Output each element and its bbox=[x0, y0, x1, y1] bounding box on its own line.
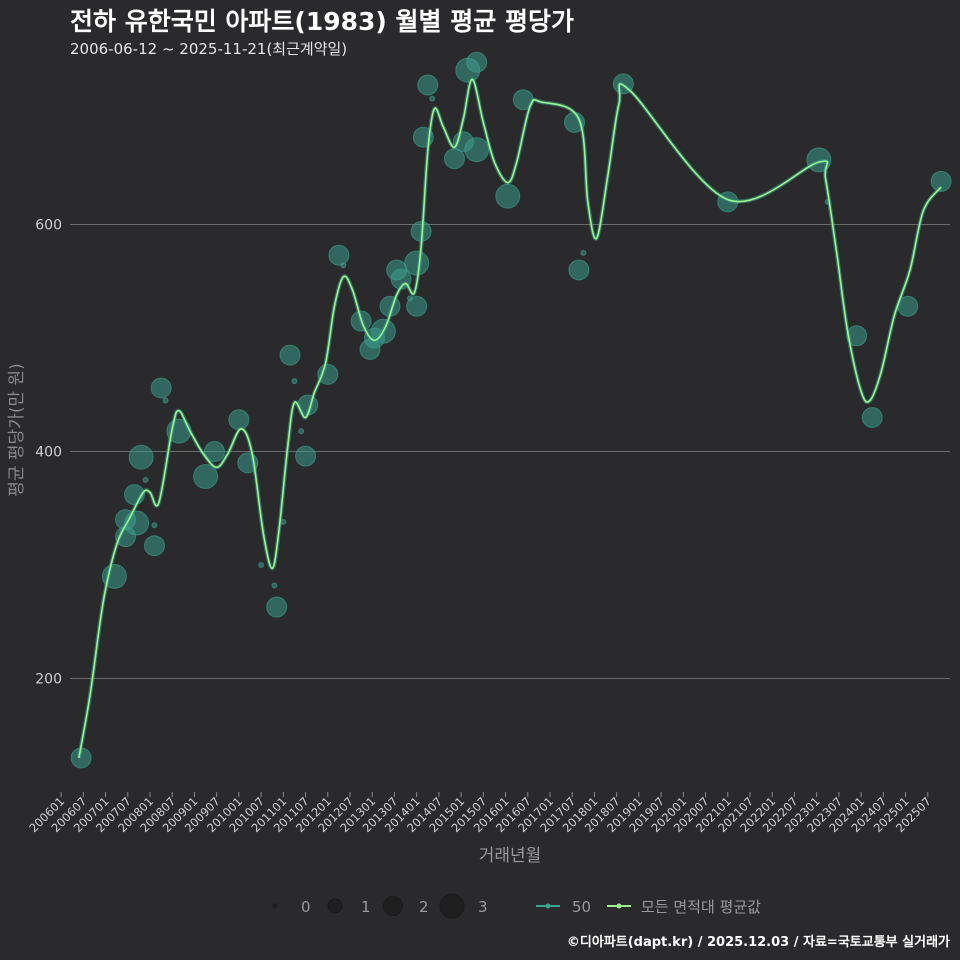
legend-point-swatch-dot bbox=[545, 903, 551, 909]
legend-size-swatch bbox=[272, 903, 278, 909]
data-point bbox=[203, 441, 225, 463]
data-point bbox=[143, 535, 165, 557]
legend-size-swatch bbox=[439, 893, 465, 919]
chart-subtitle: 2006-06-12 ~ 2025-11-21(최근계약일) bbox=[70, 40, 348, 58]
y-axis-ticks: 200 400 600 bbox=[35, 218, 62, 688]
data-point bbox=[279, 344, 301, 366]
legend-point-label: 50 bbox=[572, 898, 591, 916]
data-point bbox=[128, 444, 154, 470]
y-tick-label: 400 bbox=[35, 445, 62, 461]
data-points bbox=[70, 51, 952, 769]
data-point bbox=[406, 295, 428, 317]
x-axis-label: 거래년월 bbox=[479, 846, 542, 866]
data-point bbox=[580, 249, 587, 256]
y-tick-label: 600 bbox=[35, 218, 62, 234]
data-point bbox=[228, 409, 250, 431]
data-point bbox=[298, 428, 305, 435]
data-point bbox=[271, 582, 278, 589]
data-point bbox=[266, 596, 288, 618]
trend-line-group bbox=[76, 77, 943, 759]
legend-size-swatch bbox=[383, 896, 403, 916]
data-point bbox=[417, 74, 439, 96]
legend-size-label: 3 bbox=[478, 898, 488, 916]
data-point bbox=[142, 476, 149, 483]
data-point bbox=[258, 562, 265, 569]
data-point bbox=[930, 170, 952, 192]
chart-title: 전하 유한국민 아파트(1983) 월별 평균 평당가 bbox=[70, 7, 574, 36]
legend-line-label: 모든 면적대 평균값 bbox=[641, 898, 761, 916]
data-point bbox=[328, 244, 350, 266]
data-point bbox=[340, 262, 347, 269]
y-axis-label: 평균 평당가(만 원) bbox=[7, 363, 27, 497]
data-point bbox=[295, 445, 317, 467]
data-point bbox=[861, 406, 883, 428]
legend-size-label: 0 bbox=[301, 898, 311, 916]
data-point bbox=[464, 137, 490, 163]
data-point bbox=[151, 522, 158, 529]
data-point bbox=[429, 95, 436, 102]
legend-size-swatch bbox=[327, 898, 343, 914]
data-point bbox=[568, 259, 590, 281]
data-point bbox=[466, 51, 488, 73]
data-point bbox=[162, 397, 169, 404]
legend-line-swatch-dot bbox=[616, 903, 622, 909]
data-point bbox=[291, 378, 298, 385]
data-point bbox=[193, 464, 219, 490]
legend-size-label: 2 bbox=[419, 898, 429, 916]
data-point bbox=[495, 183, 521, 209]
legend-size-label: 1 bbox=[361, 898, 371, 916]
x-axis-ticks: 2006012006072007012007072008012008072009… bbox=[26, 792, 934, 835]
trend-line bbox=[78, 78, 942, 759]
legend: 0 1 2 3 50 모든 면적대 평균값 bbox=[272, 893, 761, 919]
y-tick-label: 200 bbox=[35, 672, 62, 688]
credit-text: ©디아파트(dapt.kr) / 2025.12.03 / 자료=국토교통부 실… bbox=[566, 935, 950, 950]
data-point bbox=[150, 377, 172, 399]
